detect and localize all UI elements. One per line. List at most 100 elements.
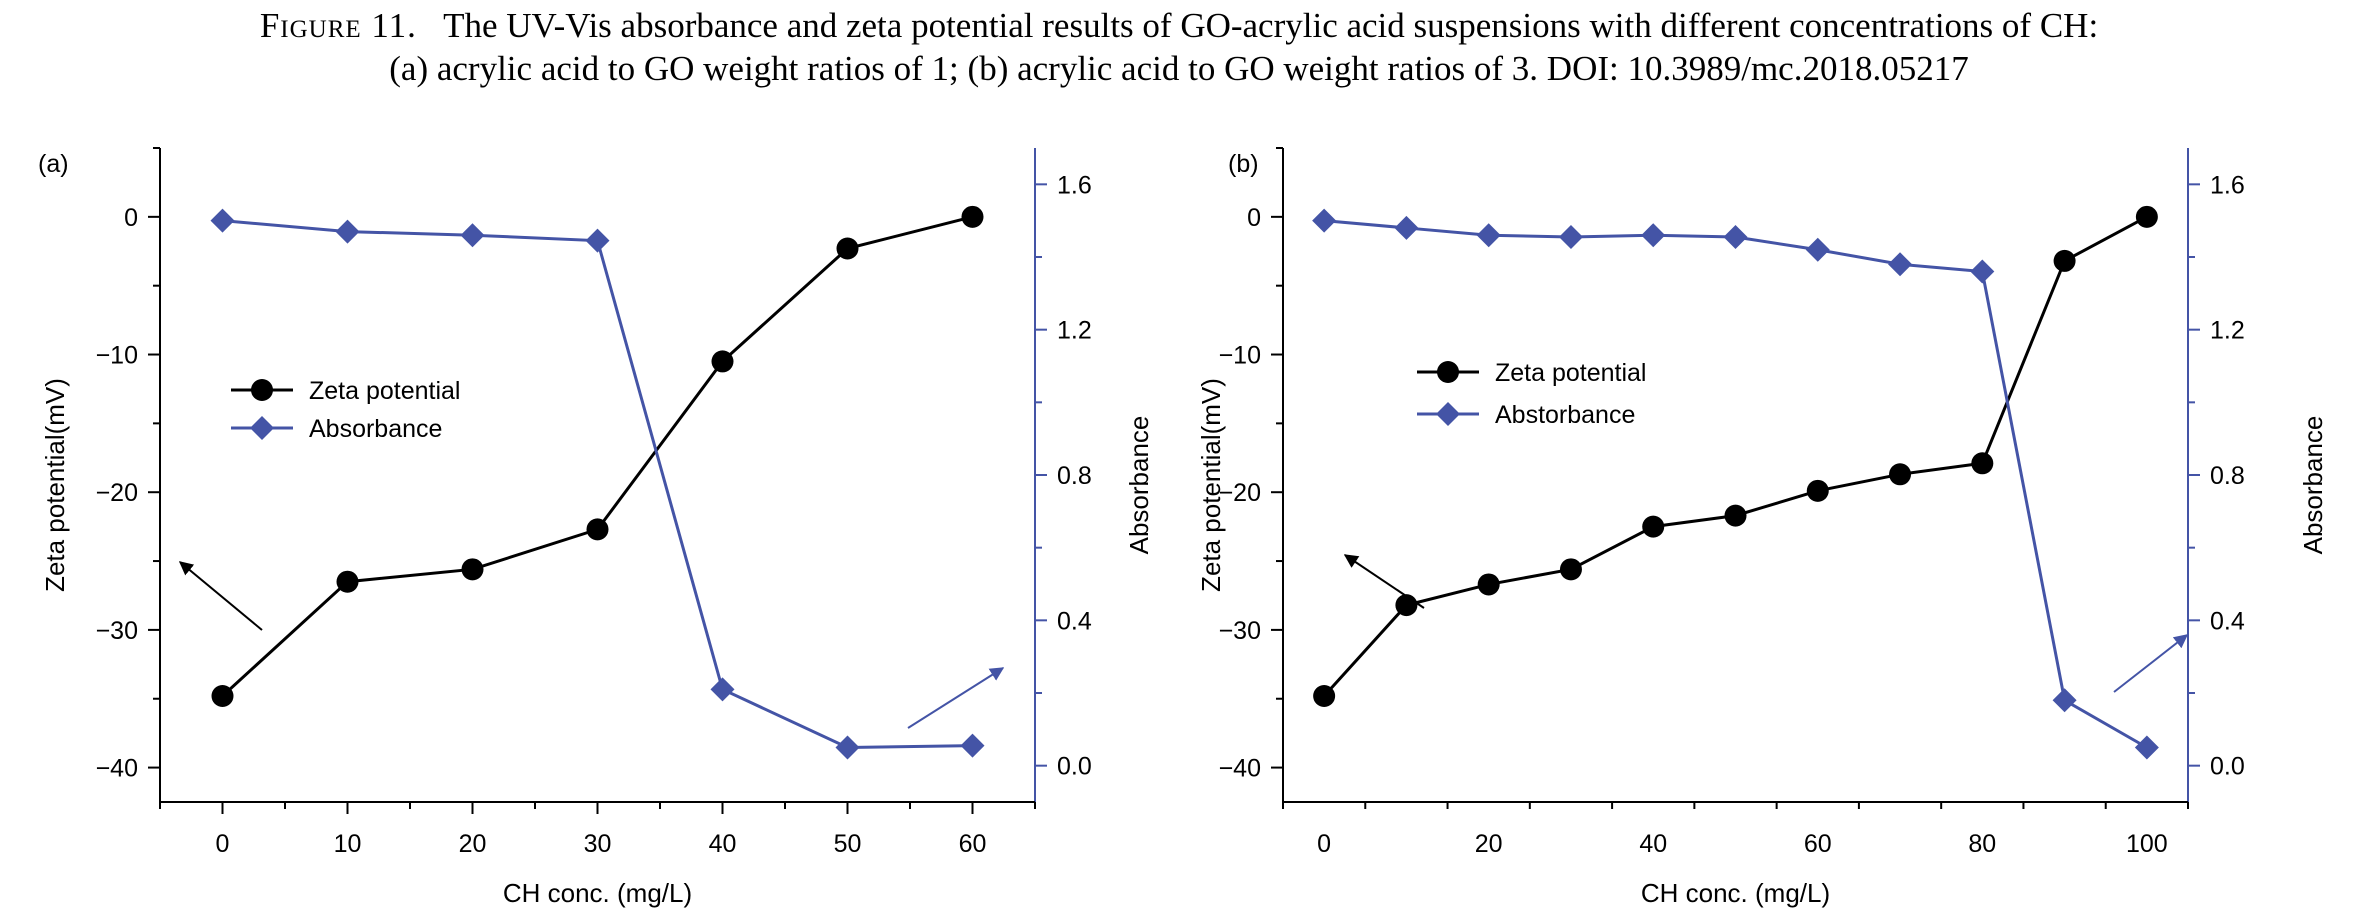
y2-tick-label: 0.4	[2210, 607, 2245, 635]
zeta-point	[1642, 515, 1665, 538]
zeta-point	[336, 570, 359, 593]
caption-text-1: The UV-Vis absorbance and zeta potential…	[443, 6, 2099, 45]
y-tick-label: −20	[1219, 479, 1261, 507]
zeta-point	[586, 518, 609, 541]
x-tick-label: 100	[2126, 830, 2168, 858]
x-tick-label: 30	[584, 830, 612, 858]
x-tick-label: 60	[959, 830, 987, 858]
y2-tick-label: 0.0	[1057, 753, 1092, 781]
series-line-absorbance	[1324, 219, 2148, 749]
y2-tick-label: 1.2	[1057, 317, 1092, 345]
y2-tick-label: 1.6	[2210, 171, 2245, 199]
absorbance-point	[1970, 259, 1995, 284]
figure-label: Figure 11.	[259, 6, 417, 45]
right-axis-arrow	[2113, 634, 2189, 693]
figure-caption: Figure 11. The UV-Vis absorbance and zet…	[0, 4, 2358, 90]
x-tick-label: 10	[334, 830, 362, 858]
y-tick-label: 0	[124, 204, 138, 232]
absorbance-point	[1888, 252, 1913, 277]
y-tick-label: −20	[96, 479, 138, 507]
x-tick-label: 80	[1968, 830, 1996, 858]
zeta-point	[1724, 504, 1747, 527]
absorbance-point	[2134, 735, 2159, 760]
legend-label: Zeta potential	[1495, 359, 1647, 387]
y2-tick-label: 1.6	[1057, 171, 1092, 199]
zeta-point	[961, 205, 984, 228]
x-tick-label: 20	[459, 830, 487, 858]
zeta-point	[1889, 463, 1912, 486]
panel-label: (a)	[38, 150, 69, 178]
caption-line-1: Figure 11. The UV-Vis absorbance and zet…	[0, 4, 2358, 47]
y2-tick-label: 0.4	[1057, 607, 1092, 635]
legend-marker-diamond	[250, 416, 274, 440]
x-tick-label: 0	[216, 830, 230, 858]
zeta-point	[461, 558, 484, 581]
absorbance-point	[2052, 688, 2077, 713]
y-tick-label: −30	[1219, 617, 1261, 645]
absorbance-point	[210, 208, 235, 233]
y-tick-label: −40	[96, 755, 138, 783]
y2-axis-label: Absorbance	[2298, 416, 2328, 555]
absorbance-point	[1476, 223, 1501, 248]
y-tick-label: −40	[1219, 755, 1261, 783]
chart-panel-a: 0 10 20 30 40 50 60 0 −10 −20 −30 −40 0.0 0.4 0.8 1.2 1.…	[38, 147, 1154, 908]
absorbance-point	[960, 733, 985, 758]
y-axis-label: Zeta potential(mV)	[1196, 378, 1226, 592]
zeta-point	[1971, 452, 1994, 475]
absorbance-point	[1805, 237, 1830, 262]
x-tick-label: 20	[1475, 830, 1503, 858]
absorbance-point	[1558, 225, 1583, 250]
y2-tick-label: 1.2	[2210, 317, 2245, 345]
zeta-point	[2053, 249, 2076, 272]
x-axis-label: CH conc. (mg/L)	[503, 878, 692, 908]
zeta-point	[1395, 594, 1418, 617]
y2-axis-label: Absorbance	[1124, 416, 1154, 555]
legend-marker-circle	[251, 379, 273, 401]
absorbance-point	[1723, 225, 1748, 250]
legend-label: Zeta potential	[309, 377, 461, 405]
y2-tick-label: 0.0	[2210, 753, 2245, 781]
zeta-point	[1313, 684, 1336, 707]
y2-tick-label: 0.8	[1057, 462, 1092, 490]
zeta-point	[711, 350, 734, 373]
caption-line-2: (a) acrylic acid to GO weight ratios of …	[389, 49, 1969, 88]
absorbance-point	[710, 677, 735, 702]
x-tick-label: 50	[834, 830, 862, 858]
zeta-point	[836, 237, 859, 260]
y-axis-label: Zeta potential(mV)	[40, 378, 70, 592]
panel-label: (b)	[1228, 150, 1259, 178]
y-tick-label: −10	[1219, 342, 1261, 370]
absorbance-point	[835, 735, 860, 760]
absorbance-point	[1641, 223, 1666, 248]
series-line-zeta	[1323, 215, 2148, 697]
left-axis-arrow	[1343, 554, 1425, 609]
zeta-point	[211, 684, 234, 707]
series-line-zeta	[221, 215, 973, 698]
legend-marker-circle	[1437, 361, 1459, 383]
absorbance-point	[460, 223, 485, 248]
legend-label: Absorbance	[309, 415, 442, 443]
x-tick-label: 0	[1317, 830, 1331, 858]
absorbance-point	[1312, 208, 1337, 233]
zeta-point	[1559, 558, 1582, 581]
legend-label: Abstorbance	[1495, 401, 1635, 429]
x-axis-label: CH conc. (mg/L)	[1641, 878, 1830, 908]
y-tick-label: −10	[96, 342, 138, 370]
y2-tick-label: 0.8	[2210, 462, 2245, 490]
absorbance-point	[335, 219, 360, 244]
left-axis-arrow	[178, 561, 263, 631]
x-tick-label: 40	[1639, 830, 1667, 858]
chart-panel-b: 0 20 40 60 80 100 0 −10 −20 −30 −40 0.0 0.4 0.8 1.2 1.6…	[1196, 147, 2328, 908]
zeta-point	[1477, 573, 1500, 596]
right-axis-arrow	[907, 667, 1005, 729]
x-tick-label: 40	[709, 830, 737, 858]
x-tick-label: 60	[1804, 830, 1832, 858]
series-line-absorbance	[222, 219, 973, 750]
y-tick-label: −30	[96, 617, 138, 645]
zeta-point	[1806, 479, 1829, 502]
zeta-point	[2135, 205, 2158, 228]
absorbance-point	[1394, 215, 1419, 240]
legend-marker-diamond	[1436, 402, 1460, 426]
y-tick-label: 0	[1247, 204, 1261, 232]
